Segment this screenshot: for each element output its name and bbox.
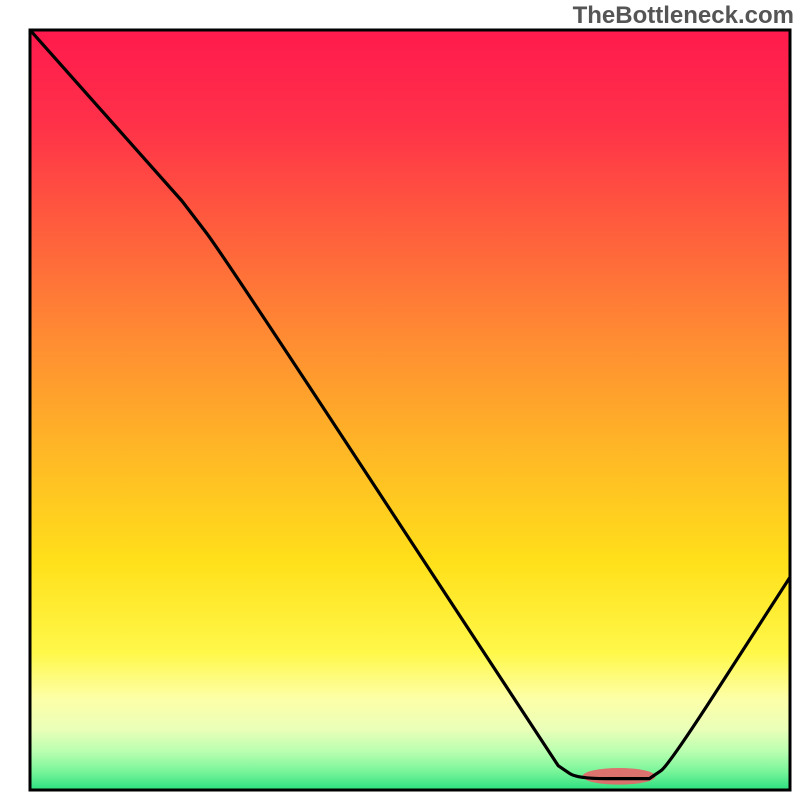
- watermark-label: TheBottleneck.com: [573, 2, 794, 30]
- gradient-background: [30, 30, 790, 790]
- bottleneck-curve-chart: [0, 0, 800, 800]
- chart-stage: TheBottleneck.com: [0, 0, 800, 800]
- bottleneck-marker: [583, 768, 656, 785]
